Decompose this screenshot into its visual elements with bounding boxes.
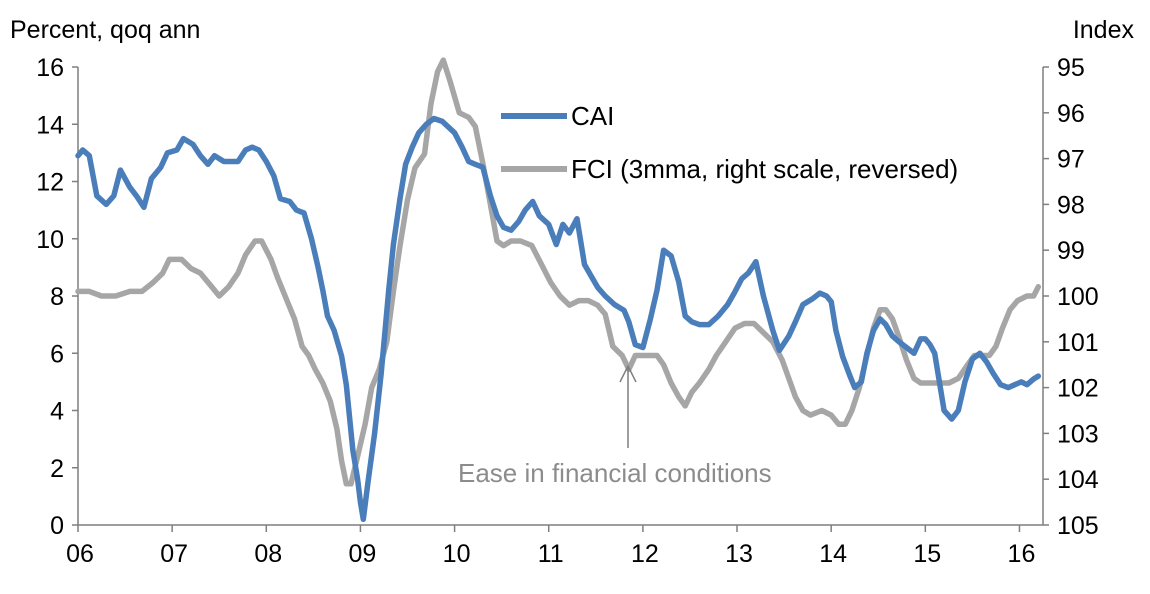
x-tick-label: 12 <box>631 540 659 568</box>
x-tick-label: 13 <box>725 540 753 568</box>
left-axis-label: Percent, qoq ann <box>10 16 200 44</box>
right-tick-label: 103 <box>1057 420 1099 448</box>
legend: CAI FCI (3mma, right scale, reversed) <box>501 101 958 184</box>
left-tick-label: 2 <box>50 455 64 483</box>
right-axis-label: Index <box>1073 16 1135 44</box>
left-tick-label: 8 <box>50 283 64 311</box>
legend-label-cai: CAI <box>571 101 614 131</box>
left-tick-label: 10 <box>36 226 64 254</box>
x-tick-label: 11 <box>538 540 564 568</box>
right-tick-label: 98 <box>1057 191 1085 219</box>
right-tick-label: 95 <box>1057 54 1085 82</box>
legend-label-fci: FCI (3mma, right scale, reversed) <box>571 154 958 184</box>
annotation-text: Ease in financial conditions <box>458 458 772 488</box>
left-tick-label: 4 <box>50 398 64 426</box>
series-layer <box>75 57 1042 523</box>
fci-series-line <box>75 57 1042 487</box>
x-tick-label: 08 <box>254 540 282 568</box>
x-tick-label: 16 <box>1008 540 1036 568</box>
x-tick-label: 07 <box>160 540 188 568</box>
annotation: Ease in financial conditions <box>458 364 772 488</box>
right-tick-label: 100 <box>1057 283 1099 311</box>
right-tick-label: 104 <box>1057 466 1099 494</box>
right-tick-label: 99 <box>1057 237 1085 265</box>
left-tick-label: 14 <box>36 111 64 139</box>
x-tick-label: 06 <box>66 540 94 568</box>
x-tick-label: 15 <box>913 540 941 568</box>
annotation-arrow-head <box>619 364 637 383</box>
right-tick-label: 102 <box>1057 375 1099 403</box>
axes: 0 2 4 6 8 10 12 14 16 95 96 97 98 99 100 101 102 103 104 10… <box>36 54 1099 568</box>
left-tick-label: 12 <box>36 169 64 197</box>
x-tick-label: 10 <box>443 540 471 568</box>
left-tick-label: 16 <box>36 54 64 82</box>
right-tick-label: 101 <box>1057 329 1099 357</box>
left-tick-label: 0 <box>50 512 64 540</box>
cai-series-line <box>75 115 1042 523</box>
right-tick-label: 97 <box>1057 146 1085 174</box>
right-tick-label: 105 <box>1057 512 1099 540</box>
x-tick-label: 09 <box>349 540 377 568</box>
right-tick-label: 96 <box>1057 100 1085 128</box>
x-tick-label: 14 <box>819 540 847 568</box>
left-tick-label: 6 <box>50 340 64 368</box>
